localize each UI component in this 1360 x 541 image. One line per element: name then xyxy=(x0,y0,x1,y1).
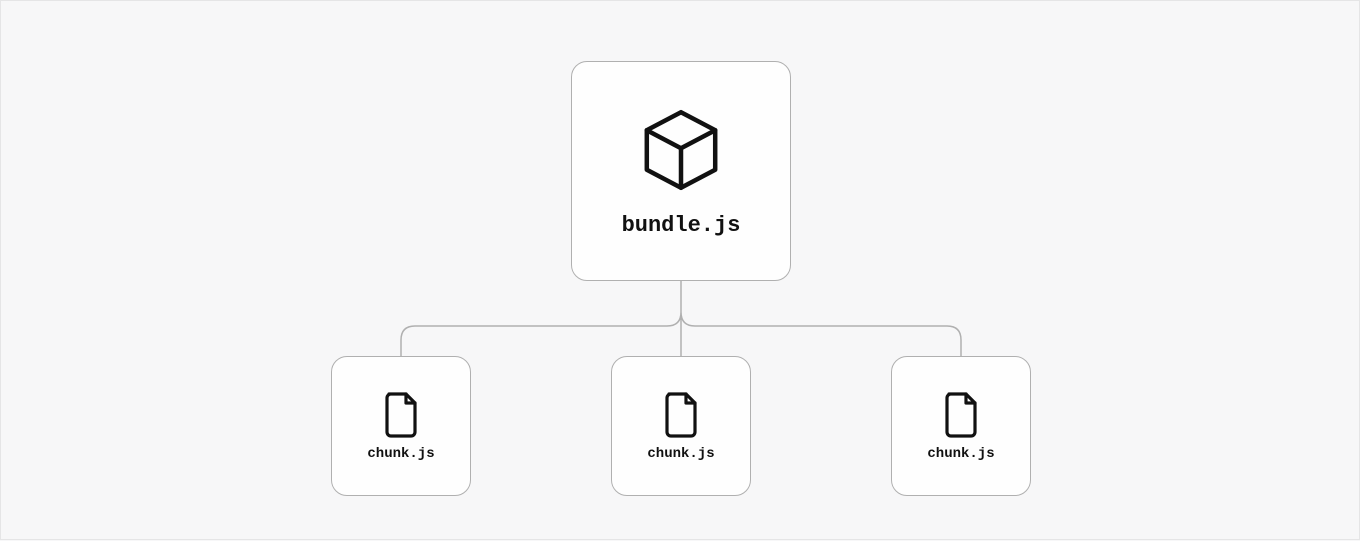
root-node-bundle: bundle.js xyxy=(571,61,791,281)
file-icon xyxy=(661,390,701,438)
child-label-1: chunk.js xyxy=(647,446,714,462)
child-node-2: chunk.js xyxy=(891,356,1031,496)
child-node-0: chunk.js xyxy=(331,356,471,496)
root-label: bundle.js xyxy=(622,213,741,238)
child-label-0: chunk.js xyxy=(367,446,434,462)
cube-icon xyxy=(636,105,726,195)
child-label-2: chunk.js xyxy=(927,446,994,462)
child-node-1: chunk.js xyxy=(611,356,751,496)
file-icon xyxy=(381,390,421,438)
file-icon xyxy=(941,390,981,438)
